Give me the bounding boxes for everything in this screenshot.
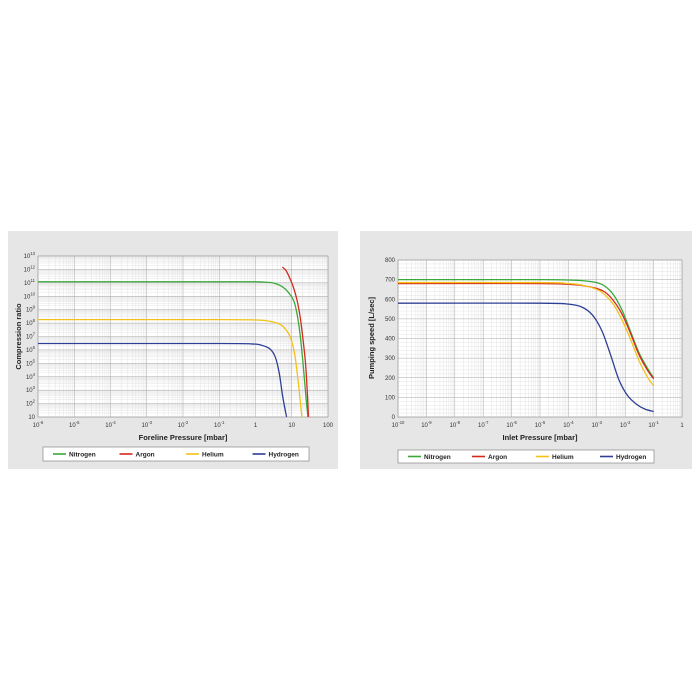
x-tick-label: 10-4 xyxy=(563,420,574,429)
legend-box xyxy=(397,449,655,464)
legend: Nitrogen Argon Helium Hydrogen xyxy=(397,449,655,464)
series-line-nitrogen xyxy=(38,281,309,418)
legend-label-argon: Argon xyxy=(488,454,507,461)
x-tick-label: 10-5 xyxy=(535,420,546,429)
y-tick-label: 107 xyxy=(26,332,36,341)
y-axis-title: Pumping speed [L/sec] xyxy=(367,296,376,379)
y-tick-label: 109 xyxy=(26,305,36,314)
x-tick-label: 10-2 xyxy=(620,420,631,429)
x-tick-label: 100 xyxy=(323,423,334,429)
y-tick-label: 1013 xyxy=(24,251,36,260)
y-tick-label: 102 xyxy=(26,399,36,408)
x-tick-label: 10-4 xyxy=(105,420,116,429)
legend-label-hydrogen: Hydrogen xyxy=(616,454,646,461)
y-tick-label: 500 xyxy=(385,317,396,323)
legend: Nitrogen Argon Helium Hydrogen xyxy=(42,446,310,462)
y-tick-label: 1011 xyxy=(24,278,36,287)
x-tick-label: 10-6 xyxy=(506,420,517,429)
y-axis-title: Compression ratio xyxy=(14,303,23,370)
y-tick-label: 400 xyxy=(385,337,396,343)
x-tick-label: 10-1 xyxy=(214,420,225,429)
x-tick-label: 10-9 xyxy=(421,420,432,429)
series-line-helium xyxy=(37,318,303,418)
y-tick-label: 700 xyxy=(385,278,396,284)
x-tick-label: 10-10 xyxy=(392,420,405,429)
x-tick-label: 1 xyxy=(254,423,258,429)
x-tick-label: 10-3 xyxy=(142,420,153,429)
x-tick-label: 10-2 xyxy=(178,420,189,429)
y-tick-label: 103 xyxy=(26,385,36,394)
y-tick-label: 600 xyxy=(385,297,396,303)
x-axis-title: Foreline Pressure [mbar] xyxy=(139,433,228,442)
series-line-argon xyxy=(281,266,310,418)
y-tick-label: 200 xyxy=(385,376,396,382)
y-tick-label: 1012 xyxy=(24,264,36,273)
y-tick-label: 800 xyxy=(385,258,396,264)
y-tick-label: 104 xyxy=(26,372,36,381)
x-tick-label: 10-3 xyxy=(592,420,603,429)
pumping-speed-chart: 10-1010-910-810-710-610-510-410-310-210-… xyxy=(367,258,684,464)
y-tick-label: 10 xyxy=(28,415,35,421)
x-axis-title: Inlet Pressure [mbar] xyxy=(502,433,578,442)
y-tick-label: 108 xyxy=(26,318,36,327)
series-line-helium xyxy=(397,281,655,386)
x-tick-label: 10-7 xyxy=(478,420,489,429)
series-line-nitrogen xyxy=(397,278,655,379)
series-line-hydrogen xyxy=(37,342,288,418)
x-tick-label: 10-6 xyxy=(33,420,44,429)
x-tick-label: 10-1 xyxy=(648,420,659,429)
legend-label-nitrogen: Nitrogen xyxy=(69,451,96,458)
legend-label-helium: Helium xyxy=(202,451,224,458)
y-tick-label: 106 xyxy=(26,345,36,354)
series-line-argon xyxy=(397,282,655,380)
compression-ratio-chart-panel: 10-6 10-5 10-4 10-3 10-2 10-1 1 10 100 10 102 103 1… xyxy=(8,231,338,469)
x-tick-label: 1 xyxy=(680,423,684,429)
legend-label-nitrogen: Nitrogen xyxy=(424,454,451,461)
series-line-hydrogen xyxy=(397,302,654,413)
legend-label-hydrogen: Hydrogen xyxy=(269,451,299,458)
x-tick-label: 10 xyxy=(288,423,295,429)
x-tick-label: 10-8 xyxy=(450,420,461,429)
y-tick-label: 105 xyxy=(26,358,36,367)
x-tick-label: 10-5 xyxy=(69,420,80,429)
compression-ratio-chart: 10-6 10-5 10-4 10-3 10-2 10-1 1 10 100 10 102 103 1… xyxy=(14,251,334,462)
y-tick-label: 300 xyxy=(385,356,396,362)
legend-label-argon: Argon xyxy=(136,451,155,458)
pumping-speed-chart-panel: 10-10 10-9 10-8 10-7 10-6 10-5 10-4 10-3 10-2 10-… xyxy=(360,231,692,469)
legend-box xyxy=(42,446,310,462)
y-tick-label: 0 xyxy=(392,415,396,421)
y-tick-label: 100 xyxy=(385,395,396,401)
legend-label-helium: Helium xyxy=(552,454,574,461)
y-tick-label: 1010 xyxy=(24,291,36,300)
